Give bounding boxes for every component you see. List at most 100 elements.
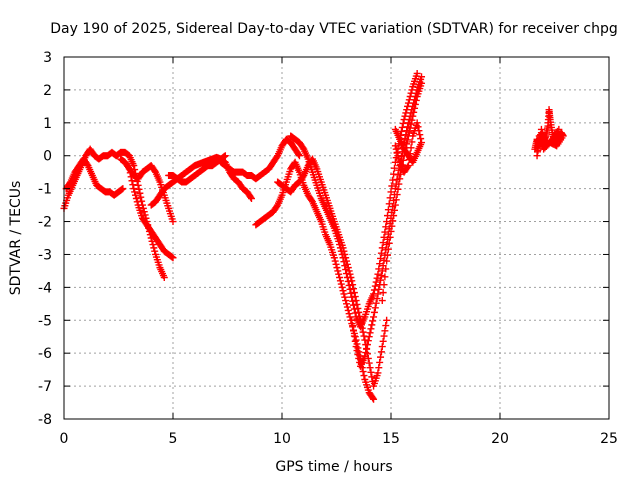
data-point [367,325,375,333]
data-point [410,108,418,116]
data-point [379,337,387,345]
y-tick-label: -4 [38,280,52,296]
data-point [350,332,358,340]
data-point [382,265,390,273]
data-point [411,104,419,112]
data-point [391,201,399,209]
data-point [533,152,541,160]
data-point [343,270,351,278]
chart-title: Day 190 of 2025, Sidereal Day-to-day VTE… [50,21,618,37]
data-point [535,141,543,149]
data-point [374,369,382,377]
data-point [416,131,424,139]
data-point [380,281,388,289]
data-point [392,145,400,153]
data-point [132,191,140,199]
data-point [351,309,359,317]
y-tick-label: -6 [38,346,52,362]
data-point [378,343,386,351]
data-point [371,282,379,290]
data-point [151,247,159,255]
data-point [350,305,358,313]
data-point [538,129,546,137]
y-tick-label: 3 [43,50,52,66]
data-point [405,128,413,136]
data-point [349,322,357,330]
y-tick-label: 1 [43,116,52,132]
data-point [383,316,391,324]
data-point [386,233,394,241]
data-point [351,337,359,345]
data-point [334,267,342,275]
data-point [339,287,347,295]
data-point [364,337,372,345]
data-point [409,112,417,120]
data-point [363,341,371,349]
y-tick-label: 0 [43,149,52,165]
data-point [169,218,177,226]
data-point [348,293,356,301]
x-tick-label: 0 [60,431,69,447]
data-point [336,277,344,285]
data-point [342,266,350,274]
data-point [375,364,383,372]
data-point [394,185,402,193]
data-point [221,152,229,160]
data-point [337,247,345,255]
data-point [384,251,392,259]
data-point [339,254,347,262]
data-point [390,212,398,220]
data-point [418,139,426,147]
data-point [119,185,127,193]
data-point [125,165,133,173]
x-tick-label: 25 [600,431,618,447]
data-point [361,352,369,360]
data-point [407,144,415,152]
data-point [331,257,339,265]
data-point [381,327,389,335]
data-point [345,310,353,318]
y-tick-label: -8 [38,412,52,428]
data-point [341,293,349,301]
data-point [534,146,542,154]
data-point [352,336,360,344]
data-point [372,299,380,307]
y-tick-label: -3 [38,247,52,263]
data-point [393,191,401,199]
data-point [129,181,137,189]
data-point [369,394,377,402]
data-point [388,222,396,230]
x-axis-label: GPS time / hours [275,459,392,475]
data-point [343,273,351,281]
y-tick-label: 2 [43,83,52,99]
y-tick-label: -2 [38,215,52,231]
data-point [336,241,344,249]
data-point [354,350,362,358]
data-point [136,189,144,197]
data-point [411,100,419,108]
data-point [367,368,375,376]
data-point [127,173,135,181]
data-point [336,273,344,281]
data-point [137,193,145,201]
data-point [362,349,370,357]
data-point [131,188,139,196]
data-point [332,260,340,268]
y-axis-label: SDTVAR / TECUs [8,181,24,296]
data-point [387,227,395,235]
data-point [333,264,341,272]
data-point [338,250,346,258]
data-point [336,244,344,252]
data-point [377,272,385,280]
x-tick-label: 20 [491,431,509,447]
data-point [359,328,367,336]
data-point [539,132,547,140]
data-point [130,185,138,193]
y-tick-label: -5 [38,313,52,329]
data-point [407,120,415,128]
data-point [418,79,426,87]
data-point [370,308,378,316]
data-point [365,359,373,367]
data-point [404,136,412,144]
data-point [394,152,402,160]
